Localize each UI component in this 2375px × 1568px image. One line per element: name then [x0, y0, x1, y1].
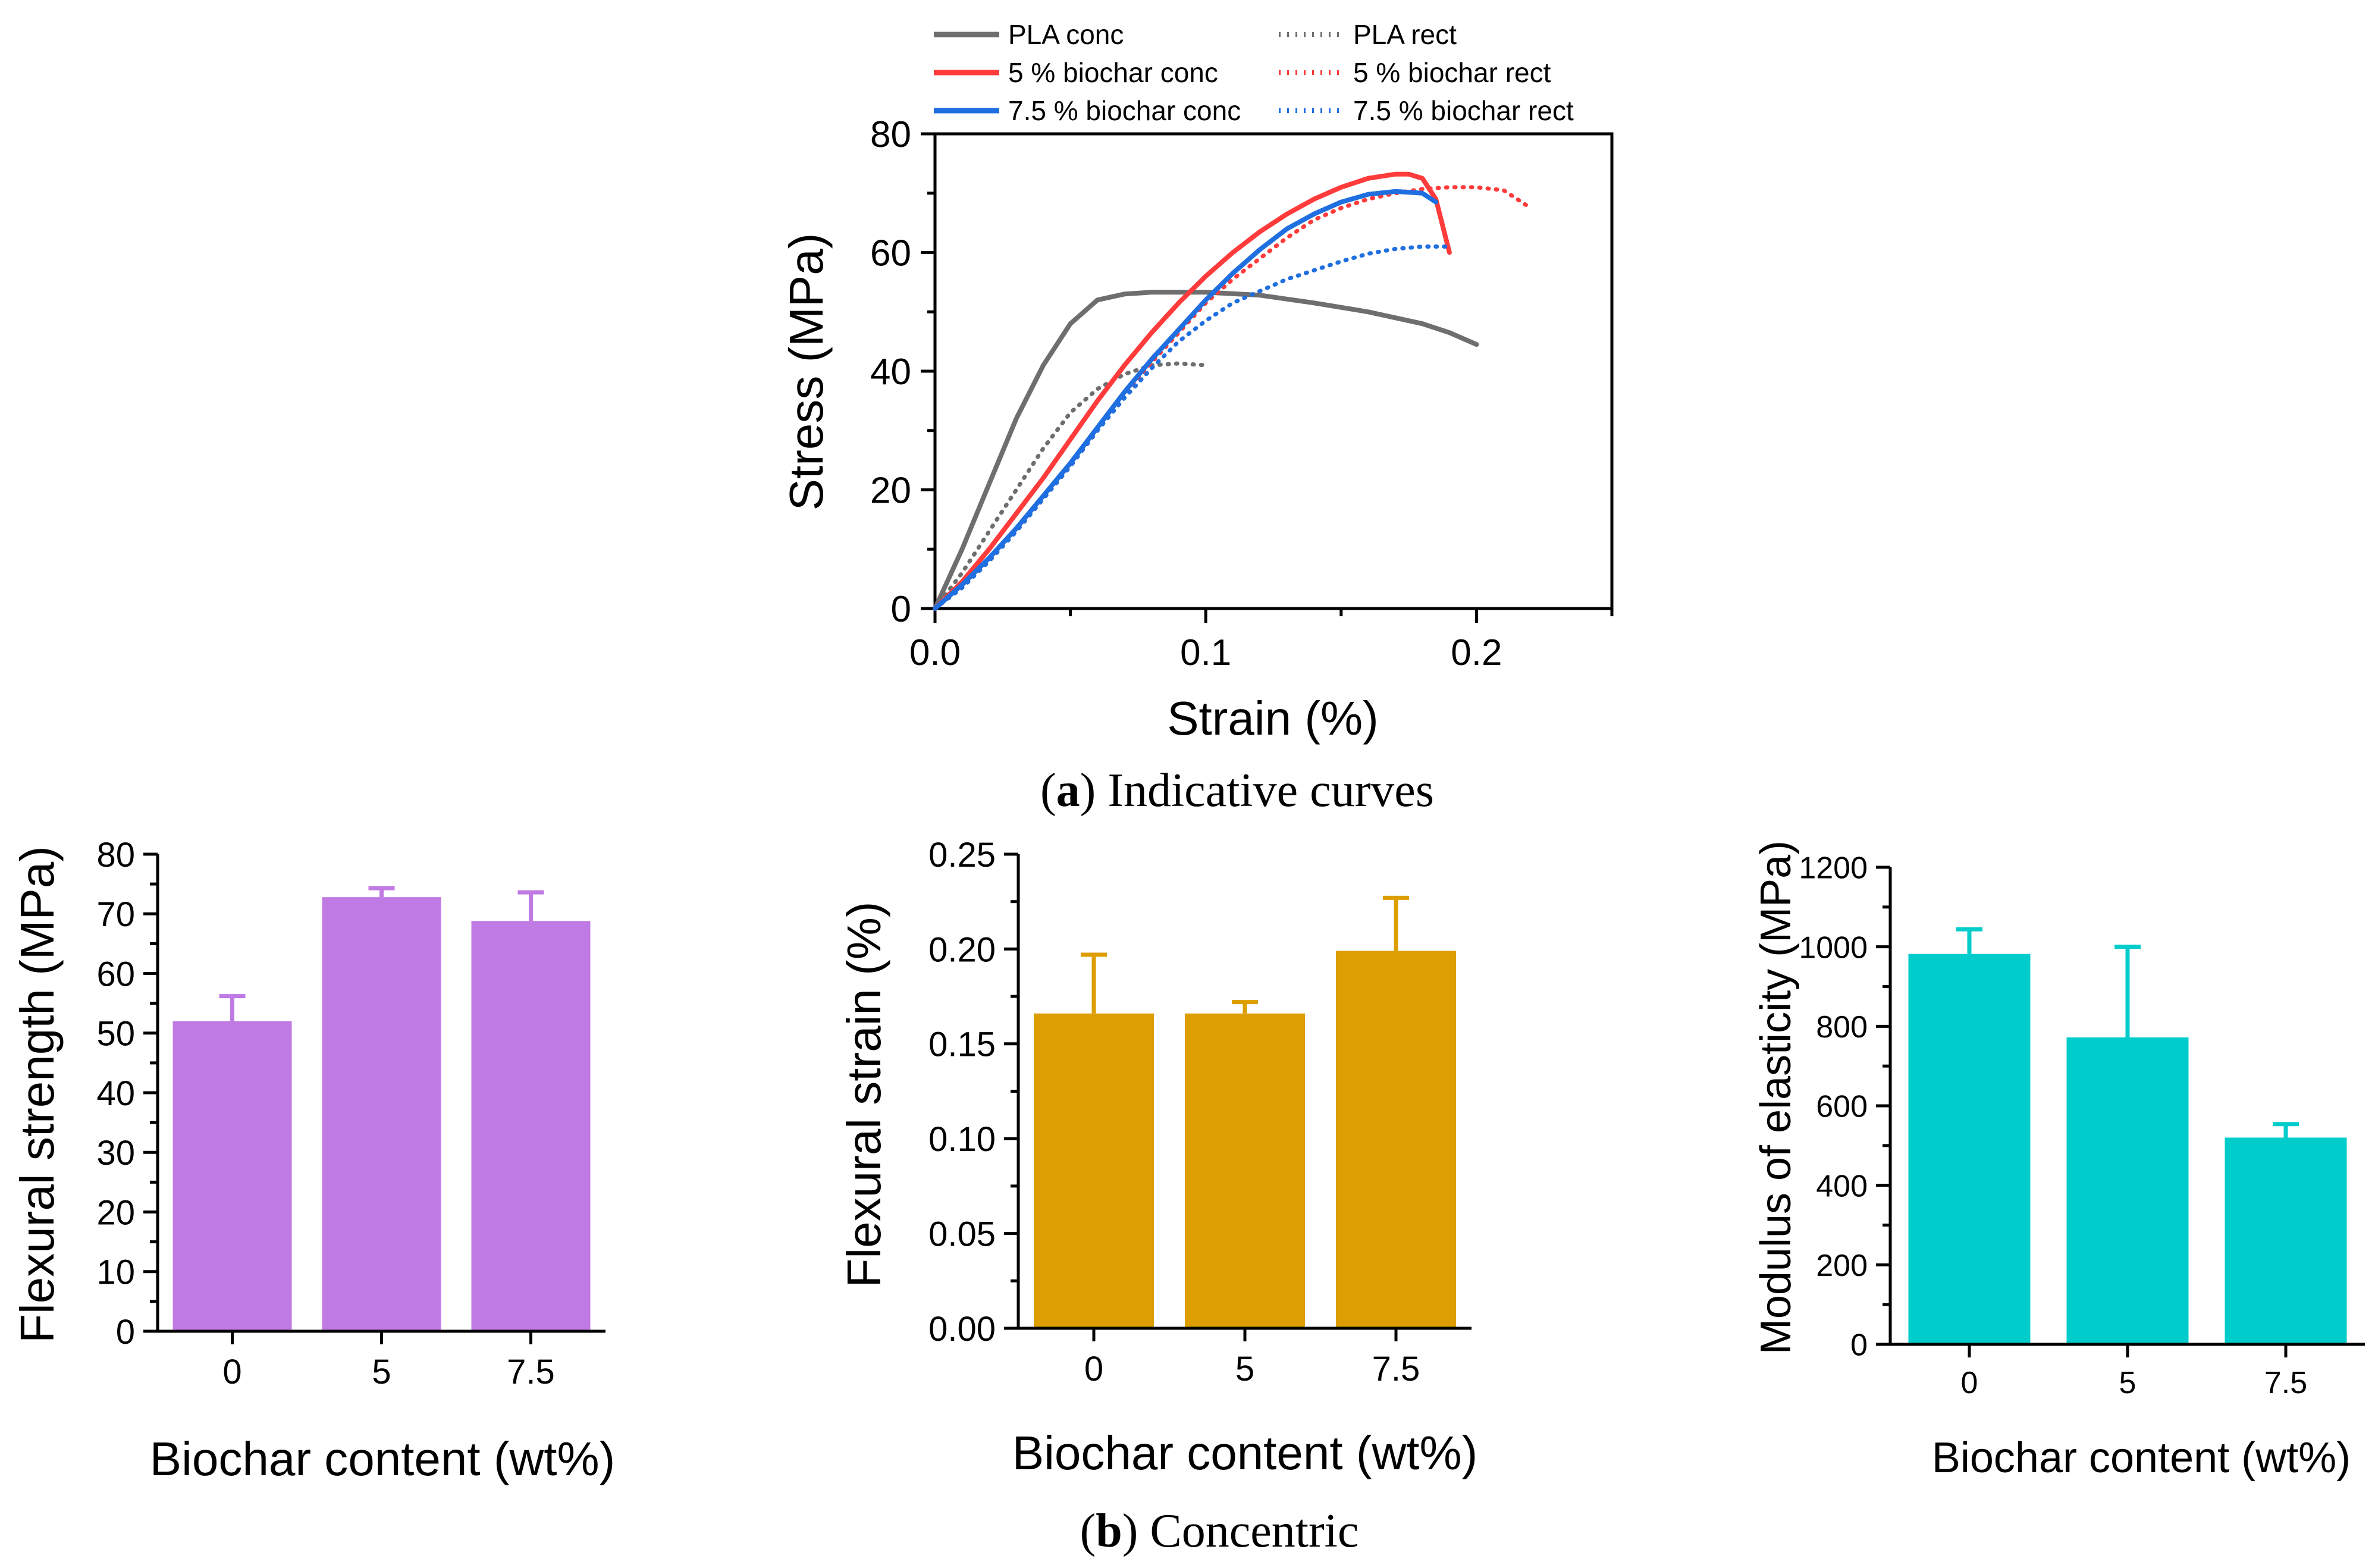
bar — [1336, 951, 1456, 1328]
bar-chart-flexural-strain: 0 5 7.5 0.00 0.05 0.10 0.15 0.20 0.25 Flexural s… — [837, 836, 1477, 1479]
x-tick-label: 5 — [372, 1353, 391, 1391]
bar — [2066, 1037, 2189, 1344]
x-axis-label: Strain (%) — [1167, 692, 1379, 745]
x-tick-label: 0.0 — [909, 632, 961, 673]
series-line-1 — [933, 361, 1208, 611]
y-tick-label: 600 — [1816, 1090, 1868, 1124]
y-axis-label: Flexural strain (%) — [837, 901, 890, 1287]
bar — [1185, 1013, 1305, 1328]
x-axis-label: Biochar content (wt%) — [1012, 1426, 1478, 1479]
caption-a: (a) Indicative curves — [1040, 764, 1434, 817]
x-tick-label: 7.5 — [1372, 1350, 1420, 1388]
y-tick-label: 1200 — [1799, 851, 1868, 886]
y-tick-label: 200 — [1816, 1249, 1868, 1283]
y-tick-label: 0.05 — [928, 1215, 996, 1253]
y-tick-label: 80 — [870, 114, 911, 155]
y-tick-label: 1000 — [1799, 930, 1868, 965]
plot-area: 0 5 7.5 0 10 20 30 40 50 60 70 80 — [96, 836, 605, 1391]
legend-label: 5 % biochar rect — [1353, 57, 1551, 88]
bar-chart-modulus: 0 5 7.5 0 200 400 600 800 1000 1200 Modulus of el… — [1752, 841, 2365, 1482]
x-tick-label: 7.5 — [507, 1353, 555, 1391]
bar-chart-flexural-strength: 0 5 7.5 0 10 20 30 40 50 60 70 80 Flexural strength… — [11, 836, 615, 1485]
plot-frame — [933, 132, 1614, 610]
legend-label: PLA rect — [1353, 19, 1457, 50]
bar — [172, 1021, 292, 1331]
x-tick-label: 0 — [222, 1353, 241, 1391]
series-line-2 — [933, 171, 1452, 611]
y-tick-label: 40 — [870, 352, 911, 393]
y-tick-label: 0 — [891, 589, 911, 630]
caption-b: (b) Concentric — [1080, 1505, 1359, 1557]
x-tick-label: 5 — [2119, 1366, 2136, 1400]
x-tick-label: 0.2 — [1451, 632, 1502, 673]
y-tick-label: 0.20 — [928, 930, 996, 969]
line-chart-panel: PLA conc PLA rect 5 % biochar conc 5 % bioc… — [780, 19, 1614, 745]
y-tick-label: 0 — [1850, 1328, 1868, 1363]
y-tick-label: 10 — [96, 1253, 135, 1292]
y-tick-label: 60 — [96, 955, 135, 993]
series-line-4 — [933, 189, 1439, 611]
bar — [322, 897, 441, 1331]
plot-area: 0 5 7.5 0 200 400 600 800 1000 1200 — [1799, 851, 2365, 1400]
legend-label: 7.5 % biochar rect — [1353, 95, 1574, 126]
y-tick-label: 0.15 — [928, 1026, 996, 1064]
y-axis-label: Flexural strength (MPa) — [11, 846, 64, 1343]
y-tick-label: 40 — [96, 1074, 135, 1113]
legend-label: 5 % biochar conc — [1008, 57, 1218, 88]
y-tick-label: 0.25 — [928, 836, 996, 874]
series-line-5 — [933, 244, 1452, 611]
bar — [1034, 1013, 1154, 1328]
x-tick-label: 7.5 — [2264, 1366, 2307, 1400]
x-axis-label: Biochar content (wt%) — [150, 1432, 616, 1485]
y-tick-label: 400 — [1816, 1169, 1868, 1203]
bar — [2225, 1137, 2347, 1344]
plot-area: 0.0 0.1 0.2 0 20 40 60 80 — [870, 114, 1614, 673]
y-axis-label: Stress (MPa) — [780, 233, 833, 511]
legend-label: PLA conc — [1008, 19, 1124, 50]
y-tick-label: 80 — [96, 836, 135, 874]
bar — [1908, 954, 2031, 1344]
x-tick-label: 0 — [1084, 1350, 1103, 1388]
x-axis-label: Biochar content (wt%) — [1932, 1434, 2351, 1482]
y-tick-label: 0 — [116, 1313, 135, 1351]
y-tick-label: 70 — [96, 895, 135, 934]
y-tick-label: 50 — [96, 1015, 135, 1053]
x-tick-label: 0 — [1961, 1366, 1978, 1400]
y-axis-label: Modulus of elasticity (MPa) — [1752, 841, 1800, 1354]
y-tick-label: 800 — [1816, 1010, 1868, 1045]
plot-area: 0 5 7.5 0.00 0.05 0.10 0.15 0.20 0.25 — [928, 836, 1472, 1388]
y-tick-label: 0.10 — [928, 1120, 996, 1159]
legend: PLA conc PLA rect 5 % biochar conc 5 % bioc… — [934, 19, 1574, 126]
bar — [471, 921, 591, 1331]
x-tick-label: 0.1 — [1180, 632, 1231, 673]
y-tick-label: 20 — [96, 1193, 135, 1232]
x-tick-label: 5 — [1235, 1350, 1254, 1388]
y-tick-label: 0.00 — [928, 1310, 996, 1349]
series-line-0 — [933, 290, 1479, 611]
y-tick-label: 30 — [96, 1134, 135, 1172]
y-tick-label: 60 — [870, 233, 911, 274]
y-tick-label: 20 — [870, 471, 911, 512]
legend-label: 7.5 % biochar conc — [1008, 95, 1241, 126]
